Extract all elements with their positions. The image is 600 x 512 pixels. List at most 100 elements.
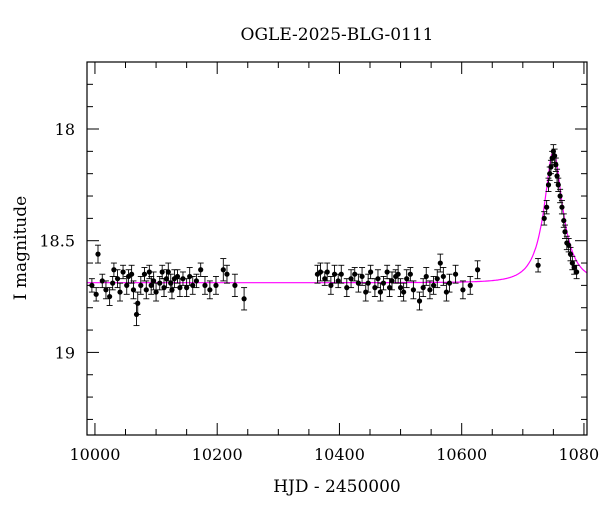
data-marker	[165, 269, 171, 275]
data-marker	[224, 271, 230, 277]
y-tick-label: 18.5	[39, 232, 75, 251]
data-point	[128, 264, 135, 284]
data-marker	[328, 282, 334, 288]
data-point	[331, 264, 338, 284]
data-point	[459, 280, 466, 300]
data-point	[430, 275, 437, 295]
data-marker	[372, 285, 378, 291]
data-point	[343, 278, 350, 297]
data-point	[99, 273, 106, 289]
y-tick-label: 19	[55, 343, 75, 362]
x-tick-label: 10400	[314, 445, 365, 464]
data-marker	[557, 193, 563, 199]
data-point	[565, 238, 572, 253]
data-point	[351, 267, 358, 282]
data-point	[106, 287, 113, 306]
data-marker	[177, 285, 183, 291]
data-marker	[452, 271, 459, 277]
data-marker	[335, 278, 341, 284]
data-marker	[159, 269, 165, 275]
data-marker	[232, 282, 238, 288]
data-point	[474, 260, 481, 280]
data-marker	[344, 285, 350, 291]
data-marker	[190, 282, 196, 288]
data-marker	[434, 276, 440, 282]
data-marker	[93, 291, 99, 297]
data-point	[573, 264, 580, 280]
data-marker	[180, 276, 186, 282]
data-marker	[552, 153, 558, 159]
data-marker	[401, 289, 407, 295]
data-marker	[423, 273, 429, 280]
data-marker	[146, 269, 152, 275]
data-marker	[397, 285, 404, 291]
data-point	[174, 269, 181, 284]
data-marker	[437, 260, 443, 266]
data-marker	[574, 269, 580, 275]
data-marker	[103, 287, 109, 293]
data-point	[179, 271, 186, 286]
data-marker	[416, 298, 423, 304]
data-point	[434, 269, 441, 289]
data-marker	[207, 287, 213, 293]
data-marker	[135, 300, 141, 306]
data-marker	[331, 271, 338, 277]
data-marker	[169, 287, 175, 293]
data-point	[88, 278, 95, 293]
data-marker	[107, 293, 113, 300]
data-marker	[443, 289, 450, 295]
data-point	[117, 282, 124, 302]
data-point	[554, 168, 561, 184]
data-marker	[544, 204, 550, 210]
data-marker	[129, 271, 135, 277]
data-marker	[153, 289, 159, 295]
data-marker	[566, 242, 572, 248]
data-marker	[193, 278, 200, 284]
data-marker	[187, 273, 193, 280]
data-marker	[317, 269, 324, 275]
data-point	[359, 267, 366, 286]
data-point	[467, 275, 474, 295]
data-marker	[241, 296, 247, 302]
data-marker	[114, 276, 121, 282]
x-tick-label: 10800	[558, 445, 600, 464]
data-marker	[545, 182, 552, 188]
axis-ticks	[87, 62, 587, 435]
data-point	[212, 275, 219, 295]
data-marker	[377, 289, 383, 295]
data-marker	[467, 282, 473, 288]
data-point	[410, 280, 417, 300]
data-marker	[384, 269, 390, 275]
y-axis-label: I magnitude	[11, 196, 31, 300]
data-point	[241, 287, 248, 311]
data-point	[420, 278, 427, 297]
data-marker	[548, 164, 554, 170]
data-point	[348, 269, 355, 289]
data-marker	[124, 282, 130, 288]
data-marker	[567, 251, 574, 257]
data-marker	[213, 282, 219, 288]
data-point	[571, 260, 578, 275]
data-marker	[130, 287, 137, 293]
data-marker	[89, 282, 95, 288]
data-point	[403, 269, 410, 289]
data-point	[377, 282, 384, 302]
data-point	[206, 280, 213, 300]
data-marker	[322, 276, 328, 282]
data-point	[143, 280, 150, 300]
data-point	[416, 291, 423, 311]
y-tick-label: 18	[55, 120, 75, 139]
data-marker	[395, 271, 401, 277]
data-marker	[427, 287, 433, 293]
data-marker	[355, 280, 361, 286]
data-point	[168, 280, 175, 300]
data-marker	[157, 280, 163, 286]
data-marker	[541, 215, 547, 221]
data-point	[437, 253, 444, 273]
data-point	[165, 262, 172, 282]
data-point	[201, 275, 208, 295]
data-point	[193, 273, 200, 289]
data-point	[452, 264, 459, 284]
x-axis-label: HJD - 2450000	[273, 477, 401, 497]
data-point	[102, 280, 109, 300]
